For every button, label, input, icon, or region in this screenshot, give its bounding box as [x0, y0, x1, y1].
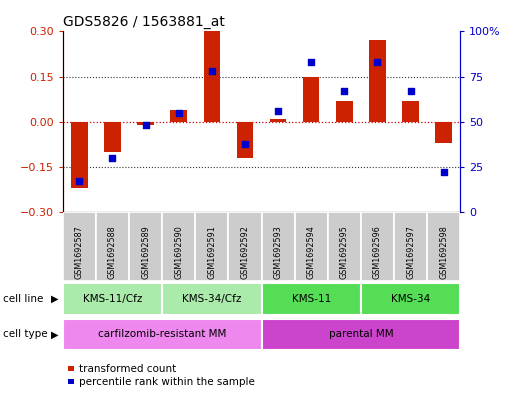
FancyBboxPatch shape — [427, 212, 460, 281]
FancyBboxPatch shape — [262, 283, 361, 315]
Text: ▶: ▶ — [51, 329, 59, 340]
FancyBboxPatch shape — [96, 212, 129, 281]
Bar — [402, 101, 419, 122]
Point — [75, 178, 84, 185]
Bar — [236, 122, 253, 158]
Text: transformed count: transformed count — [79, 364, 177, 374]
Text: KMS-11/Cfz: KMS-11/Cfz — [83, 294, 142, 304]
FancyBboxPatch shape — [262, 212, 294, 281]
Bar — [369, 40, 385, 122]
Text: GSM1692597: GSM1692597 — [406, 225, 415, 279]
FancyBboxPatch shape — [229, 212, 262, 281]
Text: GSM1692588: GSM1692588 — [108, 225, 117, 279]
Point — [274, 108, 282, 114]
Text: percentile rank within the sample: percentile rank within the sample — [79, 376, 255, 387]
Point — [439, 169, 448, 176]
FancyBboxPatch shape — [162, 283, 262, 315]
Point — [141, 122, 150, 129]
Text: cell type: cell type — [3, 329, 47, 340]
Text: GSM1692594: GSM1692594 — [306, 225, 316, 279]
FancyBboxPatch shape — [63, 212, 96, 281]
Point — [208, 68, 216, 74]
Text: ▶: ▶ — [51, 294, 59, 304]
FancyBboxPatch shape — [63, 283, 162, 315]
FancyBboxPatch shape — [328, 212, 361, 281]
Text: GSM1692590: GSM1692590 — [174, 225, 183, 279]
Text: GSM1692595: GSM1692595 — [340, 225, 349, 279]
FancyBboxPatch shape — [129, 212, 162, 281]
Text: parental MM: parental MM — [328, 329, 393, 340]
Bar — [303, 77, 320, 122]
Text: GSM1692593: GSM1692593 — [274, 225, 282, 279]
Text: carfilzomib-resistant MM: carfilzomib-resistant MM — [98, 329, 226, 340]
FancyBboxPatch shape — [262, 319, 460, 350]
Text: KMS-11: KMS-11 — [291, 294, 331, 304]
Text: cell line: cell line — [3, 294, 43, 304]
Bar — [170, 110, 187, 122]
FancyBboxPatch shape — [63, 319, 262, 350]
Bar — [435, 122, 452, 143]
Point — [373, 59, 382, 65]
Text: KMS-34: KMS-34 — [391, 294, 430, 304]
FancyBboxPatch shape — [162, 212, 195, 281]
Text: GSM1692592: GSM1692592 — [241, 225, 249, 279]
Text: GDS5826 / 1563881_at: GDS5826 / 1563881_at — [63, 15, 225, 29]
Bar — [203, 31, 220, 122]
Text: GSM1692598: GSM1692598 — [439, 225, 448, 279]
Bar — [71, 122, 87, 188]
Text: GSM1692587: GSM1692587 — [75, 225, 84, 279]
Bar — [104, 122, 121, 152]
Point — [108, 155, 117, 161]
Point — [175, 110, 183, 116]
Point — [406, 88, 415, 94]
Point — [241, 140, 249, 147]
FancyBboxPatch shape — [394, 212, 427, 281]
Bar — [137, 122, 154, 125]
Point — [340, 88, 348, 94]
Point — [307, 59, 315, 65]
Bar — [270, 119, 287, 122]
FancyBboxPatch shape — [361, 283, 460, 315]
FancyBboxPatch shape — [361, 212, 394, 281]
Text: GSM1692591: GSM1692591 — [207, 225, 217, 279]
Text: KMS-34/Cfz: KMS-34/Cfz — [182, 294, 242, 304]
Text: GSM1692596: GSM1692596 — [373, 225, 382, 279]
FancyBboxPatch shape — [294, 212, 328, 281]
Text: GSM1692589: GSM1692589 — [141, 225, 150, 279]
FancyBboxPatch shape — [195, 212, 229, 281]
Bar — [336, 101, 353, 122]
